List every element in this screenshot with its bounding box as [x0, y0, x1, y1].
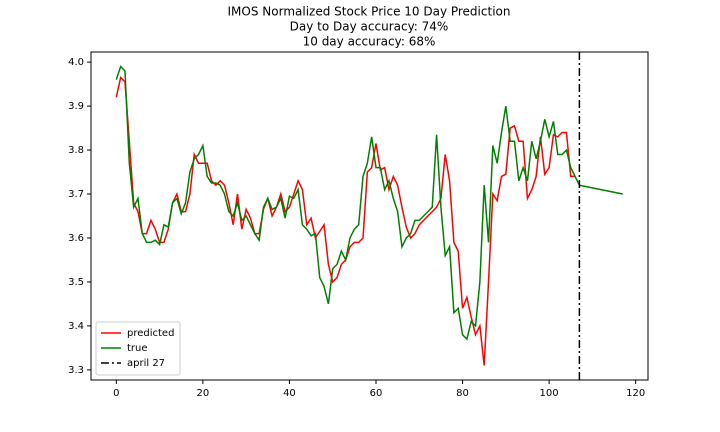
x-tick-label: 120: [626, 388, 645, 399]
y-tick-label: 4.0: [68, 57, 84, 68]
y-tick-label: 3.3: [68, 365, 84, 376]
series-line: [115, 65, 623, 341]
x-tick-label: 40: [283, 388, 296, 399]
y-tick-label: 3.6: [68, 233, 84, 244]
y-tick-label: 3.5: [68, 277, 84, 288]
legend-label: true: [127, 343, 148, 354]
x-tick-label: 60: [370, 388, 383, 399]
y-tick-label: 3.4: [68, 321, 84, 332]
chart-subtitle: Day to Day accuracy: 74%: [290, 20, 449, 34]
x-tick-label: 100: [540, 388, 559, 399]
y-tick-label: 3.9: [68, 101, 84, 112]
legend-label: april 27: [127, 358, 165, 369]
y-tick-label: 3.7: [68, 189, 84, 200]
x-tick-label: 80: [456, 388, 469, 399]
legend-box: [95, 321, 181, 376]
x-tick-label: 0: [113, 388, 119, 399]
legend-label: predicted: [127, 328, 174, 339]
chart-subtitle: 10 day accuracy: 68%: [303, 35, 436, 49]
chart-title: IMOS Normalized Stock Price 10 Day Predi…: [228, 5, 511, 19]
plot-frame: [90, 51, 649, 381]
x-tick-label: 20: [197, 388, 210, 399]
y-tick-label: 3.8: [68, 145, 84, 156]
